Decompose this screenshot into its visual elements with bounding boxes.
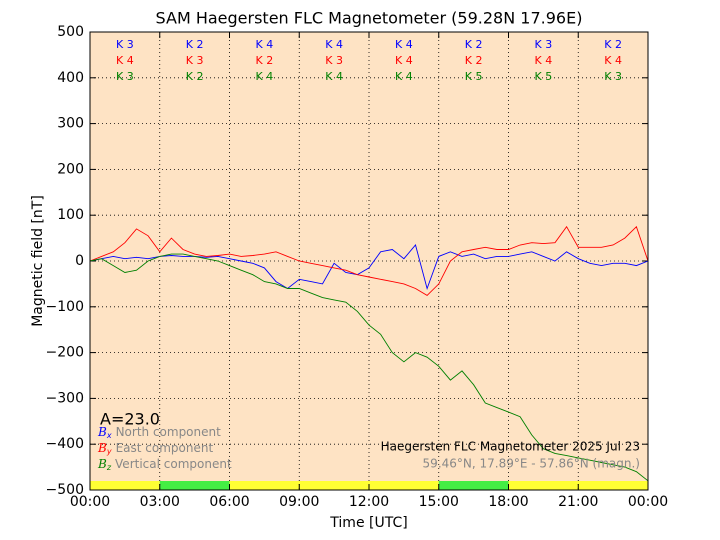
legend-symbol: B (97, 441, 107, 455)
y-tick-label: 200 (57, 161, 84, 177)
y-tick-label: 0 (75, 253, 84, 269)
y-tick-label: −400 (46, 436, 84, 452)
k-index-label: K 4 (535, 54, 553, 67)
legend-label: East component (116, 441, 214, 455)
k-index-label: K 4 (116, 54, 134, 67)
legend-subscript: x (106, 431, 112, 440)
k-index-label: K 2 (256, 54, 274, 67)
x-tick-label: 15:00 (419, 494, 459, 510)
k-index-label: K 3 (535, 38, 553, 51)
x-tick-label: 21:00 (558, 494, 598, 510)
x-tick-label: 00:00 (628, 494, 668, 510)
x-tick-label: 03:00 (140, 494, 180, 510)
activity-band (90, 481, 160, 490)
y-tick-label: −300 (46, 390, 84, 406)
k-index-label: K 2 (465, 54, 483, 67)
k-index-label: K 3 (604, 70, 622, 83)
k-index-label: K 4 (256, 38, 274, 51)
y-tick-label: −200 (46, 345, 84, 361)
activity-band (438, 481, 509, 490)
k-index-label: K 5 (465, 70, 483, 83)
legend-entry: Bx North component (97, 425, 221, 440)
x-tick-label: 18:00 (488, 494, 528, 510)
k-index-label: K 4 (395, 70, 413, 83)
station-info: 59.46°N, 17.89°E - 57.86°N (magn.) (423, 457, 640, 471)
k-index-label: K 5 (535, 70, 553, 83)
k-index-label: K 4 (256, 70, 274, 83)
y-tick-label: −100 (46, 299, 84, 315)
data-line (89, 244, 649, 290)
chart-title: SAM Haegersten FLC Magnetometer (59.28N … (156, 9, 583, 28)
legend-subscript: z (106, 463, 112, 472)
data-line (89, 225, 649, 296)
x-tick-label: 06:00 (209, 494, 249, 510)
activity-band (229, 481, 439, 490)
k-index-label: K 4 (395, 38, 413, 51)
k-index-label: K 3 (325, 54, 343, 67)
plot-frame (89, 31, 649, 491)
x-tick-label: 09:00 (279, 494, 319, 510)
k-index-label: K 3 (116, 70, 134, 83)
station-info: Haegersten FLC Magnetometer 2025 Jul 23 (381, 440, 640, 454)
legend-label: North component (116, 425, 222, 439)
x-tick-label: 00:00 (70, 494, 110, 510)
y-tick-label: −500 (46, 482, 84, 498)
y-tick-label: 300 (57, 116, 84, 132)
k-index-label: K 4 (325, 38, 343, 51)
legend-entry: Bz Vertical component (97, 457, 232, 472)
legend-label: Vertical component (115, 457, 232, 471)
data-line (89, 253, 649, 482)
legend-subscript: y (106, 447, 112, 456)
y-tick-label: 100 (57, 207, 84, 223)
k-index-label: K 4 (395, 54, 413, 67)
y-tick-label: 400 (57, 70, 84, 86)
legend-symbol: B (97, 425, 107, 439)
legend-symbol: B (97, 457, 107, 471)
y-tick-label: 500 (57, 24, 84, 40)
k-index-label: K 3 (116, 38, 134, 51)
x-axis-label: Time [UTC] (329, 515, 407, 531)
activity-band (159, 481, 230, 490)
k-index-label: K 4 (604, 54, 622, 67)
k-index-label: K 4 (325, 70, 343, 83)
activity-index: A=23.0 (100, 410, 160, 429)
legend-entry: By East component (97, 441, 213, 456)
x-tick-label: 12:00 (349, 494, 389, 510)
k-index-label: K 2 (186, 38, 204, 51)
k-index-label: K 2 (604, 38, 622, 51)
k-index-label: K 3 (186, 54, 204, 67)
y-axis-label: Magnetic field [nT] (30, 195, 46, 327)
k-index-label: K 2 (465, 38, 483, 51)
k-index-label: K 2 (186, 70, 204, 83)
